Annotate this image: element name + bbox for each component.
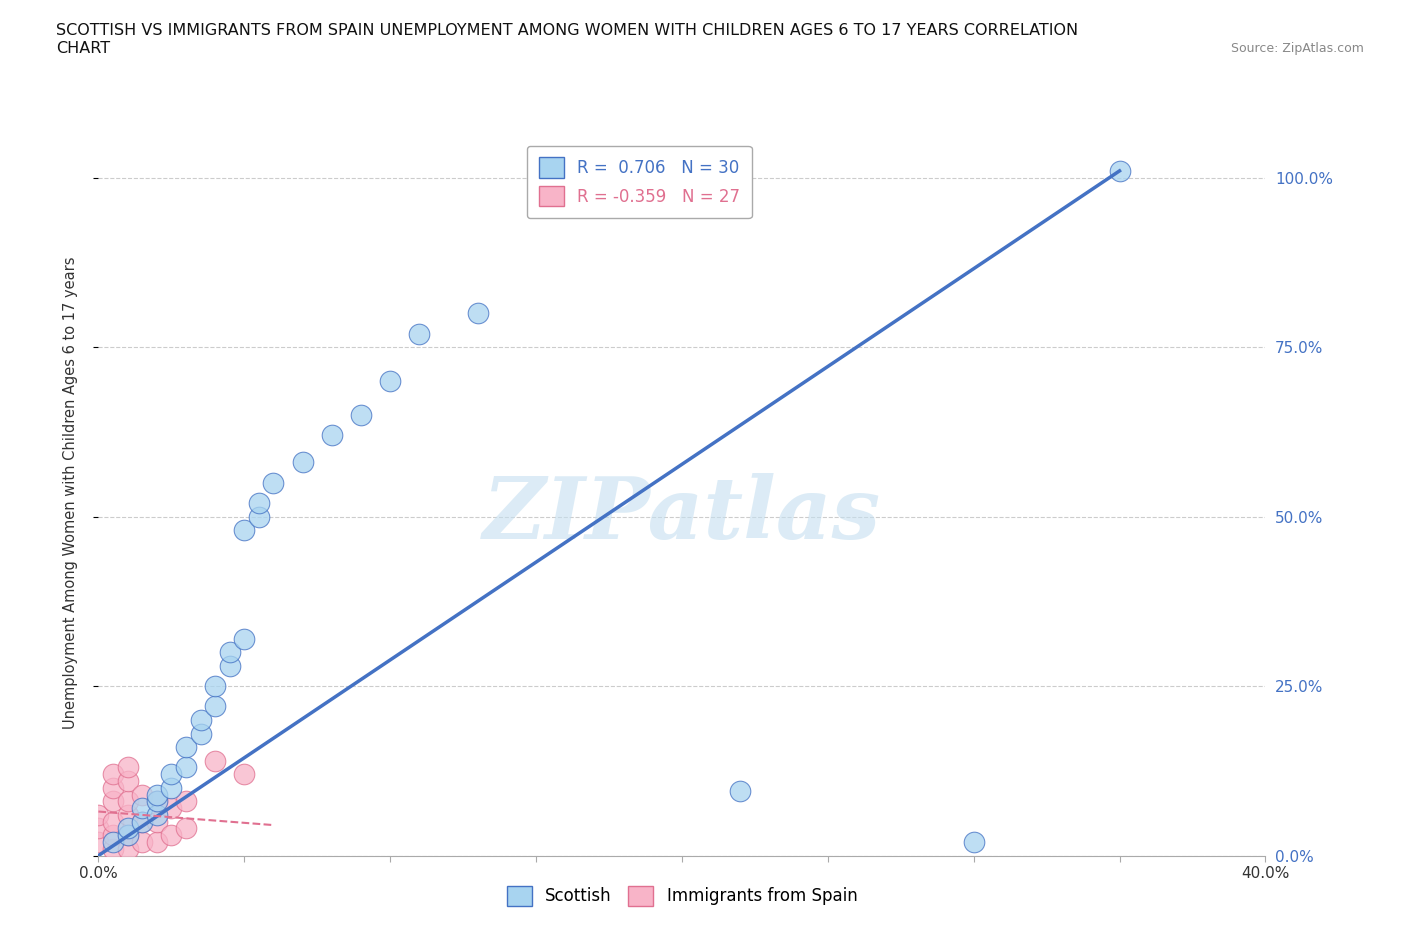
Point xyxy=(146,787,169,802)
Point xyxy=(160,780,183,795)
Point xyxy=(233,523,256,538)
Text: SCOTTISH VS IMMIGRANTS FROM SPAIN UNEMPLOYMENT AMONG WOMEN WITH CHILDREN AGES 6 : SCOTTISH VS IMMIGRANTS FROM SPAIN UNEMPL… xyxy=(56,23,1078,56)
Point xyxy=(160,828,183,843)
Point xyxy=(87,821,110,836)
Point xyxy=(101,780,124,795)
Point xyxy=(190,712,212,727)
Point xyxy=(117,760,139,775)
Point xyxy=(160,801,183,816)
Point xyxy=(101,834,124,849)
Point xyxy=(174,760,197,775)
Point xyxy=(247,510,270,525)
Point xyxy=(204,699,226,714)
Point xyxy=(233,767,256,782)
Point xyxy=(350,407,373,422)
Point xyxy=(1108,164,1130,179)
Point xyxy=(321,428,343,443)
Point xyxy=(131,801,153,816)
Point xyxy=(117,821,139,836)
Point xyxy=(117,794,139,809)
Legend: Scottish, Immigrants from Spain: Scottish, Immigrants from Spain xyxy=(501,879,863,912)
Point xyxy=(87,834,110,849)
Point xyxy=(131,834,153,849)
Point xyxy=(247,496,270,511)
Point xyxy=(101,842,124,857)
Point xyxy=(467,306,489,321)
Point xyxy=(131,787,153,802)
Point xyxy=(204,753,226,768)
Point xyxy=(233,631,256,646)
Point xyxy=(174,821,197,836)
Point xyxy=(291,455,314,470)
Point xyxy=(262,475,284,490)
Point xyxy=(146,794,169,809)
Point xyxy=(218,644,240,659)
Y-axis label: Unemployment Among Women with Children Ages 6 to 17 years: Unemployment Among Women with Children A… xyxy=(63,257,77,729)
Point xyxy=(174,739,197,754)
Point xyxy=(101,767,124,782)
Point xyxy=(131,815,153,830)
Point xyxy=(218,658,240,673)
Point xyxy=(101,828,124,843)
Point xyxy=(728,784,751,799)
Text: Source: ZipAtlas.com: Source: ZipAtlas.com xyxy=(1230,42,1364,55)
Point xyxy=(101,794,124,809)
Point xyxy=(146,815,169,830)
Point xyxy=(146,834,169,849)
Text: ZIPatlas: ZIPatlas xyxy=(482,473,882,556)
Point xyxy=(146,794,169,809)
Point xyxy=(378,374,402,389)
Point xyxy=(408,326,430,341)
Point xyxy=(160,767,183,782)
Point xyxy=(117,828,139,843)
Point xyxy=(87,807,110,822)
Point xyxy=(174,794,197,809)
Point xyxy=(190,726,212,741)
Point xyxy=(962,834,984,849)
Point xyxy=(101,815,124,830)
Point xyxy=(204,679,226,694)
Point xyxy=(117,842,139,857)
Point xyxy=(146,807,169,822)
Point xyxy=(117,807,139,822)
Point xyxy=(117,828,139,843)
Point xyxy=(131,815,153,830)
Point xyxy=(117,774,139,789)
